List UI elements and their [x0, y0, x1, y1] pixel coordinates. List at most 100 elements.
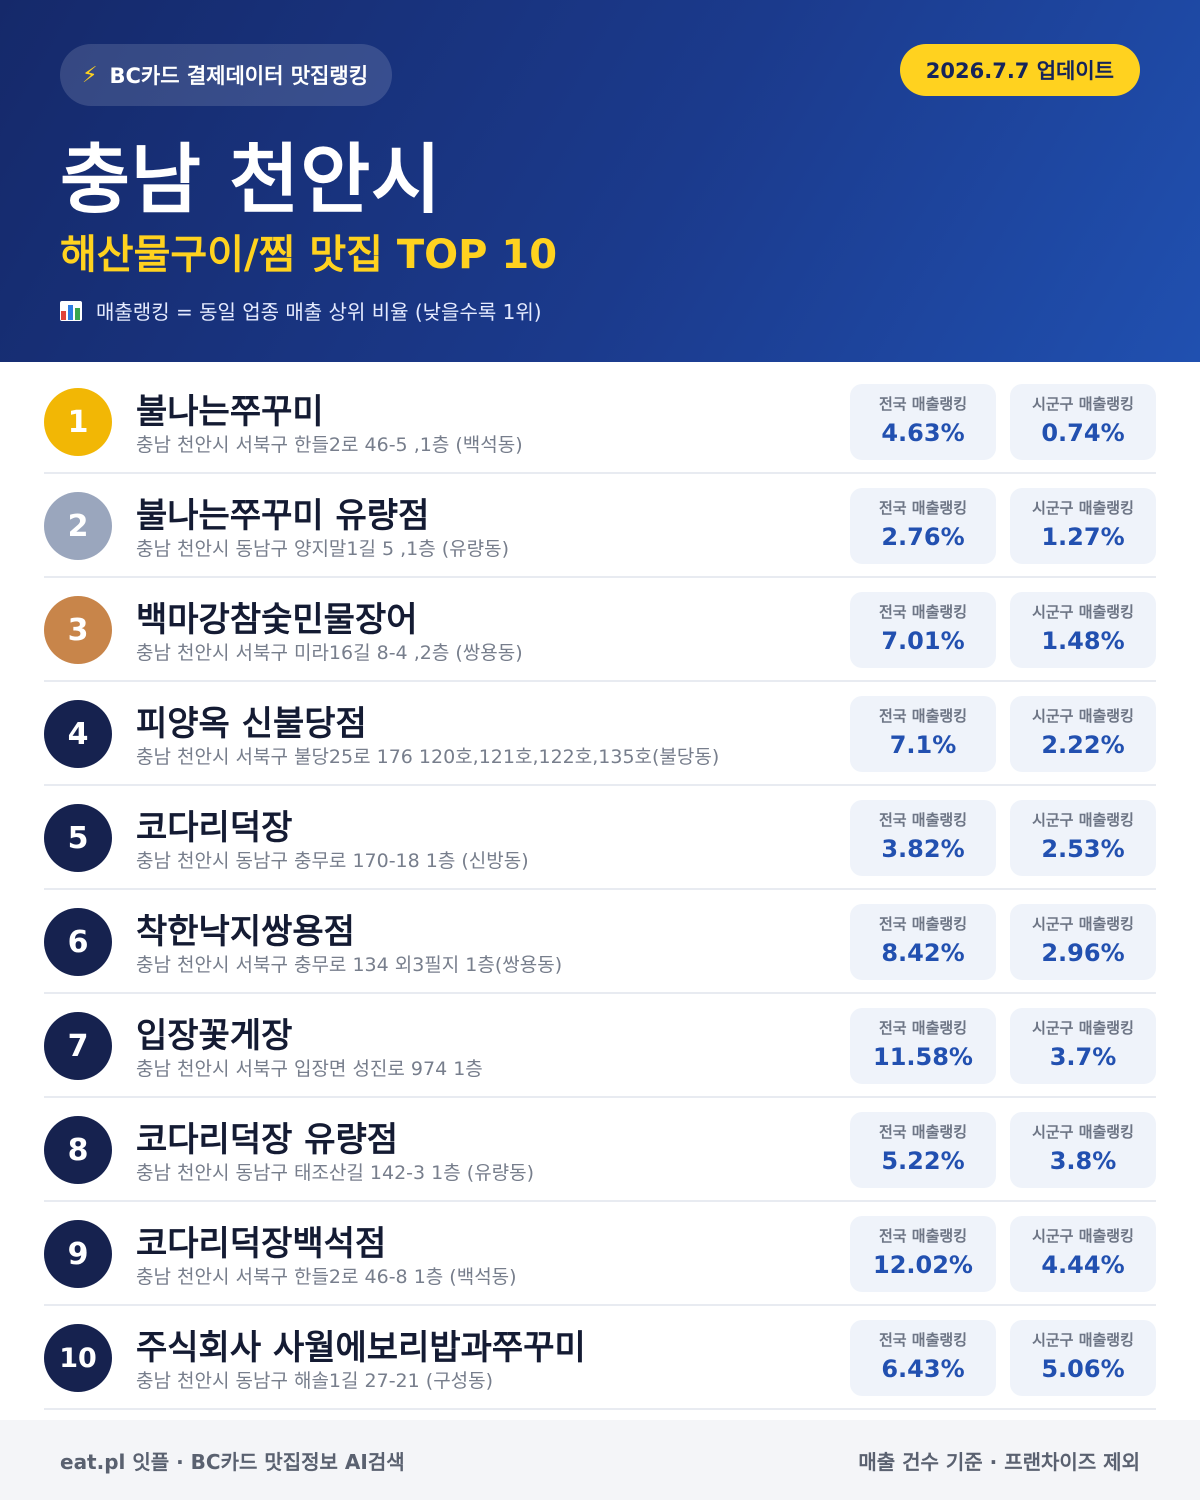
national-rank-card: 전국 매출랭킹 2.76%: [850, 488, 996, 564]
national-rank-card-value: 2.76%: [881, 523, 965, 551]
national-rank-card-label: 전국 매출랭킹: [878, 915, 968, 933]
restaurant-name: 백마강참숯민물장어: [136, 600, 418, 640]
restaurant-name: 피양옥 신불당점: [136, 704, 367, 744]
footer: eat.pl 잇플 · BC카드 맛집정보 AI검색 매출 건수 기준 · 프랜…: [0, 1420, 1200, 1500]
national-rank-card: 전국 매출랭킹 5.22%: [850, 1112, 996, 1188]
list-item[interactable]: 1 불나는쭈꾸미 충남 천안시 서북구 한들2로 46-5 ,1층 (백석동) 전국 …: [44, 370, 1156, 474]
restaurant-name: 코다리덕장백석점: [136, 1224, 387, 1264]
national-rank-card-value: 3.82%: [881, 835, 965, 863]
local-rank-card-label: 시군구 매출랭킹: [1032, 915, 1134, 933]
restaurant-name: 코다리덕장 유량점: [136, 1120, 399, 1160]
rank-badge: 6: [44, 908, 112, 976]
local-rank-card: 시군구 매출랭킹 3.8%: [1010, 1112, 1156, 1188]
local-rank-card-value: 2.22%: [1041, 731, 1125, 759]
rank-badge: 8: [44, 1116, 112, 1184]
list-item[interactable]: 5 코다리덕장 충남 천안시 동남구 충무로 170-18 1층 (신방동) 전국 매…: [44, 786, 1156, 890]
local-rank-card: 시군구 매출랭킹 3.7%: [1010, 1008, 1156, 1084]
restaurant-address: 충남 천안시 서북구 불당25로 176 120호,121호,122호,135호…: [136, 746, 720, 768]
local-rank-card-label: 시군구 매출랭킹: [1032, 1123, 1134, 1141]
national-rank-card-value: 4.63%: [881, 419, 965, 447]
restaurant-name: 입장꽃게장: [136, 1016, 293, 1056]
local-rank-card: 시군구 매출랭킹 0.74%: [1010, 384, 1156, 460]
local-rank-card: 시군구 매출랭킹 2.22%: [1010, 696, 1156, 772]
restaurant-address: 충남 천안시 서북구 한들2로 46-8 1층 (백석동): [136, 1266, 517, 1288]
local-rank-card-value: 1.48%: [1041, 627, 1125, 655]
national-rank-card: 전국 매출랭킹 3.82%: [850, 800, 996, 876]
national-rank-card-value: 8.42%: [881, 939, 965, 967]
national-rank-card: 전국 매출랭킹 7.1%: [850, 696, 996, 772]
restaurant-address: 충남 천안시 서북구 한들2로 46-5 ,1층 (백석동): [136, 434, 523, 456]
national-rank-card-label: 전국 매출랭킹: [878, 1331, 968, 1349]
local-rank-card: 시군구 매출랭킹 4.44%: [1010, 1216, 1156, 1292]
local-rank-card-label: 시군구 매출랭킹: [1032, 1019, 1134, 1037]
local-rank-card-label: 시군구 매출랭킹: [1032, 395, 1134, 413]
local-rank-card: 시군구 매출랭킹 2.53%: [1010, 800, 1156, 876]
list-item[interactable]: 9 코다리덕장백석점 충남 천안시 서북구 한들2로 46-8 1층 (백석동) 전국…: [44, 1202, 1156, 1306]
list-item[interactable]: 8 코다리덕장 유량점 충남 천안시 동남구 태조산길 142-3 1층 (유량동)…: [44, 1098, 1156, 1202]
national-rank-card: 전국 매출랭킹 12.02%: [850, 1216, 996, 1292]
national-rank-card-label: 전국 매출랭킹: [878, 499, 968, 517]
list-item[interactable]: 10 주식회사 사월에보리밥과쭈꾸미 충남 천안시 동남구 해솔1길 27-21 (…: [44, 1306, 1156, 1410]
rank-badge: 7: [44, 1012, 112, 1080]
restaurant-name: 불나는쭈꾸미: [136, 392, 324, 432]
rank-badge: 10: [44, 1324, 112, 1392]
national-rank-card-value: 12.02%: [873, 1251, 973, 1279]
local-rank-card-value: 4.44%: [1041, 1251, 1125, 1279]
local-rank-card-label: 시군구 매출랭킹: [1032, 811, 1134, 829]
local-rank-card: 시군구 매출랭킹 5.06%: [1010, 1320, 1156, 1396]
restaurant-address: 충남 천안시 동남구 양지말1길 5 ,1층 (유량동): [136, 538, 510, 560]
restaurant-address: 충남 천안시 동남구 태조산길 142-3 1층 (유량동): [136, 1162, 535, 1184]
footer-source: eat.pl 잇플 · BC카드 맛집정보 AI검색: [60, 1450, 405, 1474]
local-rank-card-value: 3.7%: [1049, 1043, 1117, 1071]
source-label: BC카드 결제데이터 맛집랭킹: [109, 64, 369, 88]
local-rank-card-value: 1.27%: [1041, 523, 1125, 551]
bar-chart-icon: [60, 300, 82, 321]
restaurant-address: 충남 천안시 동남구 해솔1길 27-21 (구성동): [136, 1370, 494, 1392]
rank-badge: 4: [44, 700, 112, 768]
restaurant-address: 충남 천안시 서북구 충무로 134 외3필지 1층(쌍용동): [136, 954, 563, 976]
national-rank-card-value: 7.01%: [881, 627, 965, 655]
local-rank-card-label: 시군구 매출랭킹: [1032, 1227, 1134, 1245]
national-rank-card: 전국 매출랭킹 8.42%: [850, 904, 996, 980]
list-item[interactable]: 2 불나는쭈꾸미 유량점 충남 천안시 동남구 양지말1길 5 ,1층 (유량동) 전…: [44, 474, 1156, 578]
national-rank-card-value: 11.58%: [873, 1043, 973, 1071]
ranking-note: 매출랭킹 = 동일 업종 매출 상위 비율 (낮을수록 1위): [60, 296, 542, 325]
rank-badge: 5: [44, 804, 112, 872]
local-rank-card-value: 3.8%: [1049, 1147, 1117, 1175]
national-rank-card-label: 전국 매출랭킹: [878, 811, 968, 829]
update-badge: 2026.7.7 업데이트: [899, 44, 1140, 96]
page-subtitle: 해산물구이/찜 맛집 TOP 10: [60, 232, 558, 278]
rank-badge: 1: [44, 388, 112, 456]
local-rank-card-label: 시군구 매출랭킹: [1032, 499, 1134, 517]
national-rank-card: 전국 매출랭킹 6.43%: [850, 1320, 996, 1396]
restaurant-name: 불나는쭈꾸미 유량점: [136, 496, 430, 536]
national-rank-card-label: 전국 매출랭킹: [878, 1227, 968, 1245]
local-rank-card-value: 0.74%: [1041, 419, 1125, 447]
restaurant-address: 충남 천안시 서북구 미라16길 8-4 ,2층 (쌍용동): [136, 642, 523, 664]
national-rank-card-label: 전국 매출랭킹: [878, 1019, 968, 1037]
source-badge: ⚡ BC카드 결제데이터 맛집랭킹: [60, 44, 393, 106]
national-rank-card: 전국 매출랭킹 4.63%: [850, 384, 996, 460]
national-rank-card-label: 전국 매출랭킹: [878, 395, 968, 413]
page-title: 충남 천안시: [60, 135, 443, 224]
list-item[interactable]: 6 착한낙지쌍용점 충남 천안시 서북구 충무로 134 외3필지 1층(쌍용동) 전…: [44, 890, 1156, 994]
local-rank-card-label: 시군구 매출랭킹: [1032, 707, 1134, 725]
national-rank-card: 전국 매출랭킹 7.01%: [850, 592, 996, 668]
local-rank-card-value: 5.06%: [1041, 1355, 1125, 1383]
list-item[interactable]: 7 입장꽃게장 충남 천안시 서북구 입장면 성진로 974 1층 전국 매출랭킹 11…: [44, 994, 1156, 1098]
list-item[interactable]: 4 피양옥 신불당점 충남 천안시 서북구 불당25로 176 120호,121호,…: [44, 682, 1156, 786]
national-rank-card-label: 전국 매출랭킹: [878, 1123, 968, 1141]
restaurant-name: 코다리덕장: [136, 808, 293, 848]
rank-badge: 9: [44, 1220, 112, 1288]
local-rank-card: 시군구 매출랭킹 1.48%: [1010, 592, 1156, 668]
local-rank-card-label: 시군구 매출랭킹: [1032, 603, 1134, 621]
national-rank-card-label: 전국 매출랭킹: [878, 603, 968, 621]
rank-badge: 2: [44, 492, 112, 560]
list-item[interactable]: 3 백마강참숯민물장어 충남 천안시 서북구 미라16길 8-4 ,2층 (쌍용동)…: [44, 578, 1156, 682]
local-rank-card-label: 시군구 매출랭킹: [1032, 1331, 1134, 1349]
national-rank-card-value: 6.43%: [881, 1355, 965, 1383]
restaurant-name: 주식회사 사월에보리밥과쭈꾸미: [136, 1328, 586, 1368]
header-banner: ⚡ BC카드 결제데이터 맛집랭킹 2026.7.7 업데이트 충남 천안시 해…: [0, 0, 1200, 362]
restaurant-address: 충남 천안시 동남구 충무로 170-18 1층 (신방동): [136, 850, 529, 872]
local-rank-card-value: 2.96%: [1041, 939, 1125, 967]
